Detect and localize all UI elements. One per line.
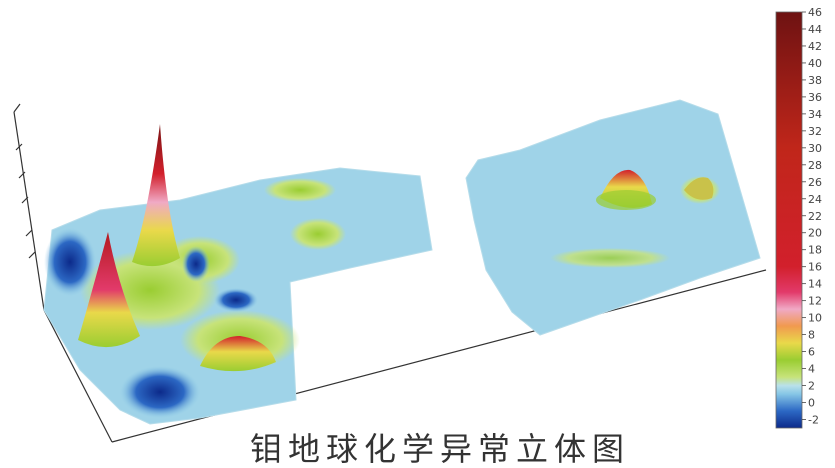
colorbar-tick-label: 24	[808, 193, 822, 206]
left-block-green-2	[290, 218, 346, 250]
colorbar-tick-label: 8	[808, 329, 815, 342]
z-axis-ticks	[13, 103, 36, 259]
colorbar-tick-label: 16	[808, 261, 822, 274]
left-block-peak-front	[78, 232, 140, 348]
z-axis	[13, 111, 45, 311]
colorbar-tick-label: 26	[808, 176, 822, 189]
colorbar-tick-label: 10	[808, 312, 822, 325]
colorbar-tick-label: 18	[808, 244, 822, 257]
colorbar-tick-label: 34	[808, 108, 822, 121]
left-block-green-1	[264, 178, 336, 202]
colorbar-tick-label: 32	[808, 125, 822, 138]
chart-title: 钼地球化学异常立体图	[249, 430, 630, 468]
colorbar-ticks: 4644424038363432302826242220181614121086…	[802, 6, 822, 427]
colorbar-tick-label: 14	[808, 278, 822, 291]
colorbar-tick-label: 46	[808, 6, 822, 19]
left-block-peak-rear	[132, 124, 180, 267]
surface-right-block	[465, 99, 761, 336]
colorbar: 4644424038363432302826242220181614121086…	[775, 6, 822, 429]
colorbar-tick-label: 4	[808, 363, 815, 376]
colorbar-tick-label: 42	[808, 40, 822, 53]
colorbar-tick-label: 6	[808, 346, 815, 359]
left-block-blue-4	[214, 288, 258, 312]
colorbar-tick-label: 2	[808, 380, 815, 393]
left-block-blue-3	[182, 246, 210, 282]
left-block-blue-2	[120, 366, 200, 418]
surface-left-block	[43, 124, 433, 425]
colorbar-tick-label: 44	[808, 23, 822, 36]
colorbar-tick-label: 12	[808, 295, 822, 308]
colorbar-tick-label: 38	[808, 74, 822, 87]
right-block-green-band	[550, 248, 670, 268]
colorbar-tick-label: 0	[808, 397, 815, 410]
left-block-blue-1	[44, 228, 96, 296]
colorbar-tick-label: 22	[808, 210, 822, 223]
colorbar-tick-label: 20	[808, 227, 822, 240]
colorbar-tick-label: 40	[808, 57, 822, 70]
colorbar-rect	[775, 11, 803, 429]
right-block-peak-base	[596, 190, 656, 210]
colorbar-tick-label: 36	[808, 91, 822, 104]
left-block-bump-front	[200, 336, 276, 372]
colorbar-tick-label: 30	[808, 142, 822, 155]
right-block-base	[465, 99, 761, 336]
colorbar-tick-label: 28	[808, 159, 822, 172]
right-block-peak-small	[684, 177, 714, 200]
colorbar-tick-label: -2	[808, 414, 819, 427]
x-axis-left	[43, 309, 113, 443]
